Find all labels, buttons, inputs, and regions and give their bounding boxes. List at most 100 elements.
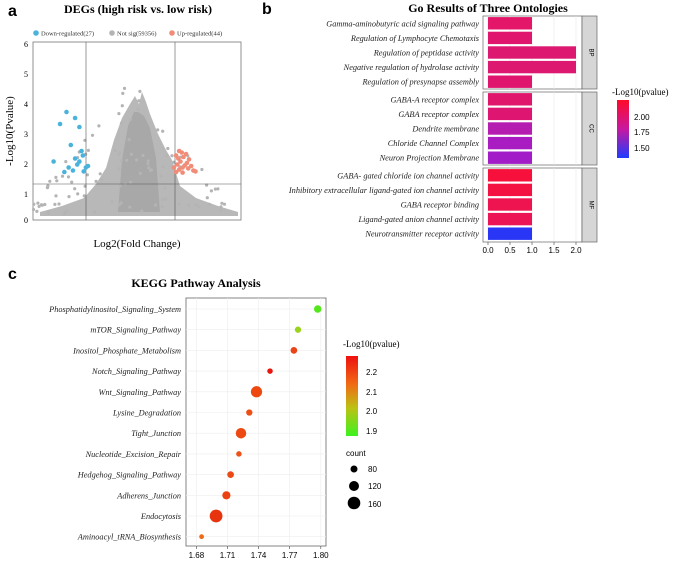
notsig-point [37, 204, 41, 208]
go-term-label: Neurotransmitter receptor activity [364, 230, 479, 239]
go-strip-mf-label: MF [588, 201, 594, 210]
panel-label-a: a [8, 3, 17, 20]
kegg-pathway-label: Hedgehog_Signaling_Pathway [77, 471, 182, 480]
notsig-point [170, 154, 174, 158]
go-x-tick-label: 0.0 [482, 246, 494, 255]
kegg-pathway-label: Inositol_Phosphate_Metabolism [72, 346, 181, 355]
notsig-point [31, 207, 36, 212]
notsig-point [125, 158, 129, 162]
y-tick-6: 6 [24, 40, 28, 49]
down-regulated-point [64, 109, 69, 115]
go-bar [488, 122, 532, 135]
kegg-x-tick-label: 1.71 [220, 551, 236, 560]
notsig-point [146, 159, 150, 163]
notsig-point [209, 189, 213, 193]
down-regulated-point [81, 169, 86, 174]
go-term-label: Negative regulation of hydrolase activit… [343, 63, 480, 72]
notsig-point [55, 179, 59, 183]
notsig-point [46, 210, 51, 214]
notsig-point [98, 172, 102, 176]
notsig-point [119, 158, 123, 162]
volcano-y-axis: 0 1 2 3 4 5 6 -Log10(Pvalue) [4, 40, 28, 225]
y-tick-4: 4 [24, 100, 28, 109]
notsig-point [156, 128, 160, 132]
go-term-label: GABA receptor complex [398, 110, 479, 119]
go-strip-mf [581, 167, 598, 243]
notsig-point [136, 107, 140, 112]
kegg-pathway-label: Aminoacyl_tRNA_Biosynthesis [77, 533, 181, 542]
notsig-point [163, 186, 167, 190]
notsig-point [207, 202, 211, 206]
kegg-colorbar-tick-20: 2.0 [366, 407, 378, 416]
kegg-pathway-label: Endocytosis [140, 512, 181, 521]
notsig-point [43, 202, 47, 207]
notsig-point [137, 99, 141, 103]
up-regulated-point [193, 169, 198, 174]
notsig-point [45, 186, 50, 190]
notsig-point [161, 129, 165, 133]
notsig-point [216, 187, 220, 191]
notsig-point [128, 205, 132, 209]
kegg-pathway-labels: Phosphatidylinositol_Signaling_System mTO… [48, 305, 182, 542]
notsig-point [161, 165, 165, 169]
kegg-point [267, 368, 273, 374]
volcano-notsig-points [31, 86, 227, 216]
panel-label-c: c [8, 266, 17, 283]
notsig-point [197, 205, 201, 209]
notsig-point [222, 202, 227, 206]
down-regulated-point [70, 168, 76, 173]
size-legend-label-80: 80 [368, 465, 377, 474]
notsig-point [140, 209, 144, 213]
go-strip-bp-label: BP [588, 48, 594, 56]
kegg-point [227, 471, 234, 478]
kegg-pathway-label: Phosphatidylinositol_Signaling_System [48, 305, 181, 314]
go-bar [488, 227, 532, 240]
go-bar [488, 212, 532, 226]
kegg-x-axis: 1.68 1.71 1.74 1.77 1.80 [189, 546, 329, 560]
notsig-point [200, 167, 204, 172]
volcano-plot-panel: a DEGs (high risk vs. low risk) Down-reg… [4, 2, 242, 250]
notsig-point [129, 180, 133, 184]
kegg-x-tick-label: 1.77 [282, 551, 298, 560]
go-bar [488, 198, 532, 211]
notsig-point [32, 202, 36, 206]
kegg-point [294, 326, 302, 333]
notsig-point [117, 203, 121, 207]
notsig-point [76, 192, 80, 196]
notsig-point [48, 179, 52, 183]
go-bar [488, 183, 532, 197]
notsig-point [160, 197, 164, 201]
kegg-x-tick-label: 1.74 [251, 551, 267, 560]
notsig-point [82, 194, 86, 198]
go-bar [488, 169, 532, 182]
notsig-point [129, 152, 133, 156]
kegg-point [313, 305, 322, 313]
notsig-point [90, 133, 95, 137]
notsig-point [194, 203, 198, 207]
up-regulated-point [183, 151, 189, 157]
notsig-point [67, 195, 71, 199]
kegg-pathway-label: Lysine_Degradation [112, 409, 181, 418]
notsig-point [92, 210, 96, 214]
go-bar [488, 93, 532, 106]
legend-label-down: Down-regulated(27) [41, 31, 94, 38]
notsig-point [86, 148, 90, 152]
notsig-point [141, 153, 145, 158]
kegg-pathway-label: Tight_Junction [131, 429, 181, 438]
notsig-point [73, 187, 77, 191]
go-bar-panel: b Go Results of Three Ontologies Gamma-a… [262, 1, 668, 255]
notsig-point [219, 208, 223, 212]
go-term-label: Dendrite membrane [411, 125, 479, 134]
notsig-point [119, 201, 123, 205]
notsig-point [113, 149, 117, 153]
legend-label-notsig: Not sig(59356) [117, 31, 157, 38]
go-term-label: Neuron Projection Membrane [379, 154, 480, 163]
notsig-point [165, 154, 169, 158]
size-legend-dot-160 [347, 496, 361, 510]
down-regulated-point [79, 148, 84, 154]
go-strip-cc [581, 91, 598, 166]
legend-swatch-up [169, 30, 175, 36]
notsig-point [40, 203, 44, 207]
legend-swatch-down [33, 30, 39, 36]
